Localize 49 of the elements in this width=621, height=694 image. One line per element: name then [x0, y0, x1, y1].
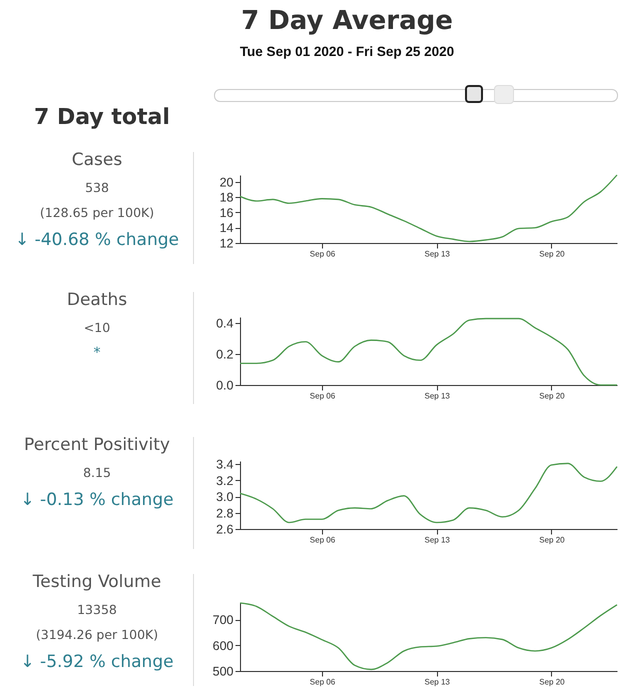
- y-tick-label: 14: [220, 221, 234, 236]
- y-tick-label: 0.0: [216, 378, 234, 392]
- text: 538: [84, 180, 110, 195]
- line-series: [239, 174, 618, 242]
- y-tick-label: 0.4: [216, 316, 234, 331]
- x-tick-label: Sep 13: [424, 678, 450, 686]
- y-tick-label: 3.0: [216, 490, 234, 504]
- y-tick-label: 16: [220, 206, 234, 220]
- y-tick-label: 700: [212, 613, 234, 628]
- y-tick-label: 0.2: [216, 348, 234, 362]
- text: 13358: [76, 602, 118, 617]
- text: Testing Volume: [32, 572, 162, 592]
- y-tick-label: 3.4: [216, 458, 234, 472]
- y-tick-label: 600: [212, 638, 234, 653]
- x-tick-label: Sep 20: [539, 678, 566, 686]
- text: Deaths: [66, 290, 128, 310]
- text: (128.65 per 100K): [38, 205, 156, 220]
- text: 8.15: [82, 465, 112, 480]
- x-tick-label: Sep 13: [424, 392, 450, 400]
- y-tick-label: 18: [220, 190, 234, 205]
- text: ↓ -5.92 % change: [19, 652, 175, 672]
- line-series: [239, 462, 618, 524]
- line-series: [239, 602, 618, 670]
- y-tick-label: 2.6: [216, 522, 234, 536]
- y-tick-label: 500: [212, 664, 234, 678]
- y-tick-label: 20: [220, 175, 234, 190]
- line-series: [239, 318, 618, 386]
- x-tick-label: Sep 06: [310, 250, 336, 258]
- y-tick-label: 12: [220, 236, 234, 250]
- text: Percent Positivity: [23, 435, 171, 455]
- x-tick-label: Sep 06: [310, 392, 336, 400]
- text: 7 Day Average: [240, 6, 454, 36]
- x-tick-label: Sep 20: [539, 250, 566, 258]
- text: Cases: [70, 150, 124, 170]
- text: Tue Sep 01 2020 - Fri Sep 25 2020: [238, 44, 456, 59]
- text: *: [92, 345, 102, 361]
- x-tick-label: Sep 13: [424, 250, 450, 258]
- x-tick-label: Sep 20: [539, 392, 566, 400]
- text: ↓ -0.13 % change: [19, 490, 175, 510]
- x-tick-label: Sep 20: [539, 536, 566, 544]
- x-tick-label: Sep 06: [310, 536, 336, 544]
- text: ↓ -40.68 % change: [14, 230, 180, 250]
- x-tick-label: Sep 06: [310, 678, 336, 686]
- text: 7 Day total: [34, 105, 170, 130]
- x-tick-label: Sep 13: [424, 536, 450, 544]
- y-tick-label: 3.2: [216, 474, 234, 488]
- text: (3194.26 per 100K): [34, 627, 160, 642]
- text: <10: [82, 320, 112, 335]
- y-tick-label: 2.8: [216, 506, 234, 520]
